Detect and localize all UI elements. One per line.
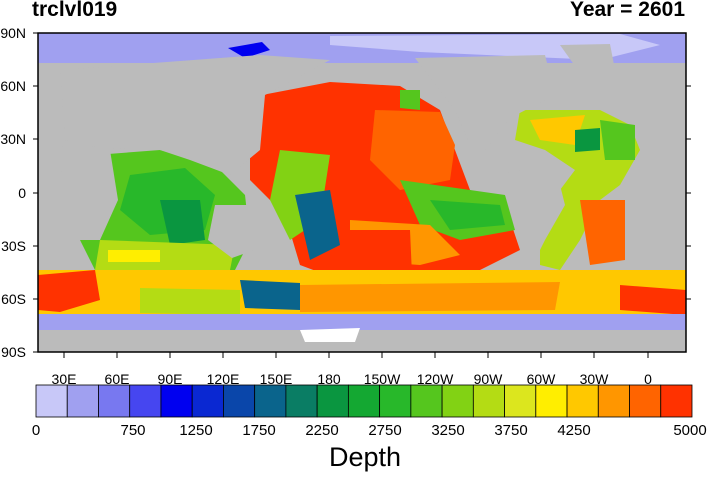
colorbar-swatch — [285, 384, 318, 418]
lon-label-30e: 30E — [51, 371, 77, 387]
colorbar-swatch — [254, 384, 287, 418]
greenland — [560, 44, 615, 80]
lon-ticks — [63, 352, 649, 358]
lat-ticks — [33, 32, 691, 353]
colorbar-swatch — [566, 384, 599, 418]
colorbar-label: 5000 — [673, 422, 707, 439]
colorbar-swatch — [379, 384, 412, 418]
lat-label-60n: 60N — [0, 78, 26, 94]
colorbar-label: 3250 — [431, 422, 465, 439]
colorbar-label: 0 — [31, 422, 41, 439]
colorbar-title: Depth — [328, 442, 402, 472]
colorbar-label: 1250 — [179, 422, 213, 439]
colorbar-swatch — [347, 384, 381, 418]
colorbar-swatch — [191, 384, 224, 418]
colorbar-swatch — [597, 384, 630, 418]
colorbar-label: 3750 — [494, 422, 528, 439]
colorbar-swatch — [160, 384, 193, 418]
lat-label-0: 0 — [18, 185, 26, 201]
australia — [208, 205, 268, 258]
north-america — [415, 55, 555, 150]
colorbar-label: 2750 — [368, 422, 402, 439]
colorbar-swatch — [504, 384, 537, 418]
colorbar-swatch — [98, 384, 131, 418]
year-label: Year = 2601 — [569, 0, 685, 21]
lon-label-150e: 150E — [259, 371, 293, 387]
lat-label-30s: 30S — [1, 238, 26, 254]
lon-label-30w: 30W — [579, 371, 609, 387]
colorbar-swatch — [535, 384, 568, 418]
lon-label-180: 180 — [317, 371, 341, 387]
colorbar-label: 4250 — [557, 422, 591, 439]
colorbar-swatch — [223, 384, 256, 418]
colorbar-swatch — [35, 384, 68, 418]
antarctica — [38, 330, 686, 352]
lat-label-90s: 90S — [1, 344, 26, 360]
colorbar-label: 2250 — [305, 422, 339, 439]
lon-label-60w: 60W — [526, 371, 556, 387]
colorbar — [35, 384, 693, 418]
colorbar-swatch — [410, 384, 443, 418]
eurasia — [60, 55, 330, 175]
lon-label-0: 0 — [644, 371, 652, 387]
south-america — [495, 165, 565, 270]
colorbar-swatch — [316, 384, 349, 418]
colorbar-swatch — [66, 384, 99, 418]
ice-shelf — [300, 328, 360, 342]
lon-label-150w: 150W — [363, 371, 401, 387]
lon-label-120e: 120E — [206, 371, 240, 387]
colorbar-label: 750 — [120, 422, 146, 439]
colorbar-swatch — [660, 384, 693, 418]
lat-label-90n: 90N — [0, 25, 26, 41]
africa — [60, 140, 118, 240]
map-title: trclvl019 — [32, 0, 118, 21]
colorbar-swatch — [629, 384, 662, 418]
lon-label-90w: 90W — [473, 371, 503, 387]
colorbar-swatch — [472, 384, 505, 418]
lon-label-60e: 60E — [104, 371, 130, 387]
lon-label-120w: 120W — [416, 371, 454, 387]
lat-label-30n: 30N — [0, 131, 26, 147]
colorbar-label: 1750 — [242, 422, 276, 439]
lon-label-90e: 90E — [157, 371, 183, 387]
arctic-deep-pocket — [228, 42, 270, 58]
lat-label-60s: 60S — [1, 291, 26, 307]
colorbar-swatch — [129, 384, 162, 418]
colorbar-swatch — [441, 384, 474, 418]
